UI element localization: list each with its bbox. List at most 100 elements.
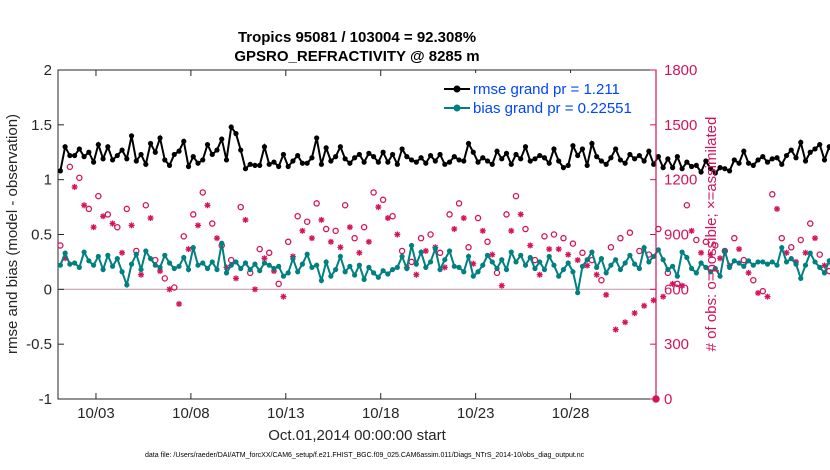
y-right-tick-label: 1200 <box>664 172 697 189</box>
rmse-point <box>190 154 196 160</box>
y-left-tick-label: 1.5 <box>31 117 52 134</box>
obs-assimilated-point <box>147 215 154 222</box>
rmse-point <box>518 156 524 162</box>
bias-point <box>247 266 253 273</box>
rmse-point <box>788 147 794 153</box>
obs-assimilated-point <box>394 231 401 238</box>
bias-point <box>693 270 699 276</box>
rmse-point <box>470 149 476 155</box>
obs-assimilated-point <box>612 326 619 333</box>
rmse-point <box>385 159 391 165</box>
obs-assimilated-point <box>546 246 553 253</box>
rmse-point <box>475 159 481 165</box>
rmse-point <box>532 156 538 162</box>
obs-assimilated-point <box>81 202 88 209</box>
rmse-point <box>371 154 377 160</box>
rmse-point <box>627 151 633 158</box>
rmse-point <box>62 144 68 150</box>
obs-possible-point <box>778 234 786 242</box>
y-left-tick-label: -1 <box>39 391 52 408</box>
rmse-point <box>522 144 529 150</box>
y-right-tick-label: 1500 <box>664 117 697 134</box>
bias-point <box>200 260 206 266</box>
rmse-point <box>760 154 766 160</box>
y-axis-right-label: # of obs: o=possible; ×=assimilated <box>703 117 720 352</box>
rmse-point <box>717 165 723 171</box>
bias-point <box>309 264 315 270</box>
rmse-point <box>670 165 676 171</box>
bias-point <box>475 269 481 275</box>
obs-possible-point <box>455 200 463 207</box>
rmse-point <box>128 133 135 139</box>
obs-possible-point <box>512 192 520 200</box>
obs-assimilated-point <box>764 293 771 300</box>
obs-possible-point <box>550 231 558 238</box>
bias-point <box>257 268 263 274</box>
obs-possible-point <box>370 189 377 196</box>
rmse-point <box>589 140 595 147</box>
rmse-point <box>157 135 163 141</box>
rmse-point <box>703 158 709 164</box>
bias-point <box>527 254 533 261</box>
bias-point <box>86 258 92 264</box>
bias-point <box>617 266 624 273</box>
obs-possible-point <box>332 227 339 235</box>
bias-point <box>594 264 600 270</box>
obs-possible-point <box>427 231 434 238</box>
obs-assimilated-stroke <box>575 257 581 263</box>
x-tick-label: 10/08 <box>172 405 210 422</box>
x-tick-label: 10/28 <box>552 405 590 422</box>
obs-assimilated-point <box>517 211 524 218</box>
obs-assimilated-point <box>261 255 268 262</box>
bias-point <box>670 263 676 269</box>
rmse-point <box>171 151 177 158</box>
obs-assimilated-point <box>745 269 752 276</box>
obs-assimilated-point <box>128 222 135 229</box>
rmse-point <box>95 141 101 148</box>
obs-assimilated-stroke <box>736 246 742 252</box>
rmse-point <box>399 146 405 152</box>
bias-point <box>655 247 661 253</box>
rmse-point <box>152 149 158 155</box>
obs-possible-point <box>360 223 368 231</box>
rmse-point <box>812 146 818 152</box>
bias-point <box>290 256 296 262</box>
obs-assimilated-stroke <box>546 246 552 252</box>
rmse-point <box>195 160 201 166</box>
obs-assimilated-point <box>593 271 600 278</box>
rmse-point <box>817 141 823 148</box>
rmse-point <box>537 152 543 159</box>
bias-point <box>114 256 120 262</box>
bias-point <box>214 266 220 273</box>
obs-assimilated-point <box>185 246 192 253</box>
obs-assimilated-stroke <box>622 319 628 325</box>
rmse-point <box>793 155 799 161</box>
bias-point <box>446 248 453 254</box>
obs-assimilated-point <box>679 282 686 289</box>
bias-point <box>138 266 144 273</box>
rmse-point <box>764 159 771 165</box>
obs-possible-point <box>313 200 320 207</box>
rmse-point <box>81 154 87 160</box>
bias-point <box>499 257 505 263</box>
obs-assimilated-point <box>479 227 486 234</box>
obs-assimilated-stroke <box>261 255 268 261</box>
rmse-point <box>133 158 139 164</box>
obs-possible-point <box>265 249 273 257</box>
rmse-point <box>456 157 462 163</box>
obs-assimilated-point <box>660 293 667 300</box>
rmse-point <box>707 166 714 172</box>
rmse-point <box>442 161 448 167</box>
rmse-point <box>584 162 590 169</box>
bias-point <box>489 259 495 265</box>
y-right-tick-label: 300 <box>664 336 689 353</box>
obs-assimilated-stroke <box>233 275 239 282</box>
obs-assimilated-stroke <box>423 248 429 254</box>
bias-point <box>665 266 671 273</box>
rmse-point <box>745 160 752 166</box>
rmse-point <box>641 158 647 164</box>
obs-assimilated-stroke <box>556 246 562 252</box>
rmse-point <box>613 146 619 152</box>
rmse-point <box>90 159 97 165</box>
